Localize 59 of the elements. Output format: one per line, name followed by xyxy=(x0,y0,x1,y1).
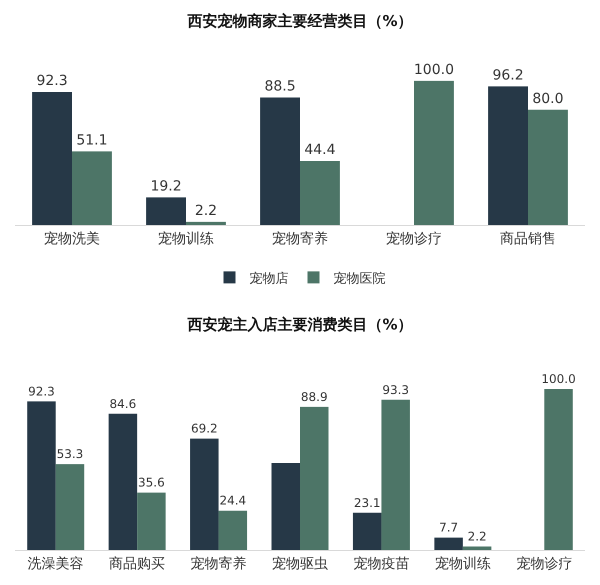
chart-title: 西安宠主入店主要消费类目（%） xyxy=(186,316,413,334)
data-label: 84.6 xyxy=(110,396,136,411)
data-label: 53.3 xyxy=(56,447,84,462)
x-tick-label: 宠物寄养 xyxy=(272,230,328,247)
bar xyxy=(137,492,166,550)
bar xyxy=(544,388,573,550)
data-label: 44.4 xyxy=(304,142,336,158)
bar xyxy=(72,151,112,225)
chart-title: 西安宠物商家主要经营类目（%） xyxy=(186,12,413,30)
bar xyxy=(300,406,328,550)
x-tick-label: 宠物训练 xyxy=(434,556,491,572)
x-tick-label: 宠物疫苗 xyxy=(353,556,410,572)
bar xyxy=(146,197,186,225)
bar xyxy=(27,401,56,550)
data-label: 92.3 xyxy=(28,384,55,398)
bar xyxy=(488,86,528,225)
legend-label: 宠物医院 xyxy=(334,271,386,286)
bar xyxy=(528,110,568,225)
x-tick-label: 洗澡美容 xyxy=(28,556,84,572)
data-label: 2.2 xyxy=(468,529,487,544)
data-label: 24.4 xyxy=(219,494,246,508)
bar xyxy=(260,98,300,225)
bar xyxy=(108,414,138,550)
data-label: 19.2 xyxy=(150,178,182,194)
data-label: 92.3 xyxy=(36,73,68,90)
x-tick-label: 宠物诊疗 xyxy=(386,230,442,247)
data-label: 100.0 xyxy=(414,62,454,78)
bar xyxy=(218,510,248,550)
data-label: 80.0 xyxy=(532,90,564,107)
data-label: 2.2 xyxy=(194,202,218,219)
bar xyxy=(272,463,300,550)
x-tick-label: 宠物训练 xyxy=(158,230,214,247)
bar xyxy=(190,438,219,550)
x-tick-label: 宠物寄养 xyxy=(190,556,247,572)
bar xyxy=(186,222,226,225)
data-label: 35.6 xyxy=(138,476,165,490)
bar xyxy=(32,92,72,225)
data-label: 88.5 xyxy=(264,78,296,94)
bar xyxy=(352,512,382,550)
x-tick-label: 商品购买 xyxy=(109,556,166,572)
data-label: 88.9 xyxy=(300,390,328,404)
bar xyxy=(434,538,463,550)
bar xyxy=(462,546,492,550)
x-tick-label: 商品销售 xyxy=(500,230,556,247)
data-label: 100.0 xyxy=(541,372,576,386)
x-tick-label: 宠物诊疗 xyxy=(516,556,572,572)
data-label: 96.2 xyxy=(492,67,524,84)
bar xyxy=(381,400,410,550)
legend-label: 宠物店 xyxy=(250,270,288,286)
data-label: 23.1 xyxy=(354,496,381,510)
x-tick-label: 宠物驱虫 xyxy=(272,556,328,572)
bar xyxy=(56,464,84,550)
data-label: 69.2 xyxy=(190,422,218,436)
data-label: 93.3 xyxy=(382,382,410,397)
bar xyxy=(300,161,340,225)
data-label: 51.1 xyxy=(76,132,108,148)
x-tick-label: 宠物洗美 xyxy=(44,230,100,247)
bar xyxy=(414,80,454,225)
data-label: 7.7 xyxy=(439,520,458,535)
